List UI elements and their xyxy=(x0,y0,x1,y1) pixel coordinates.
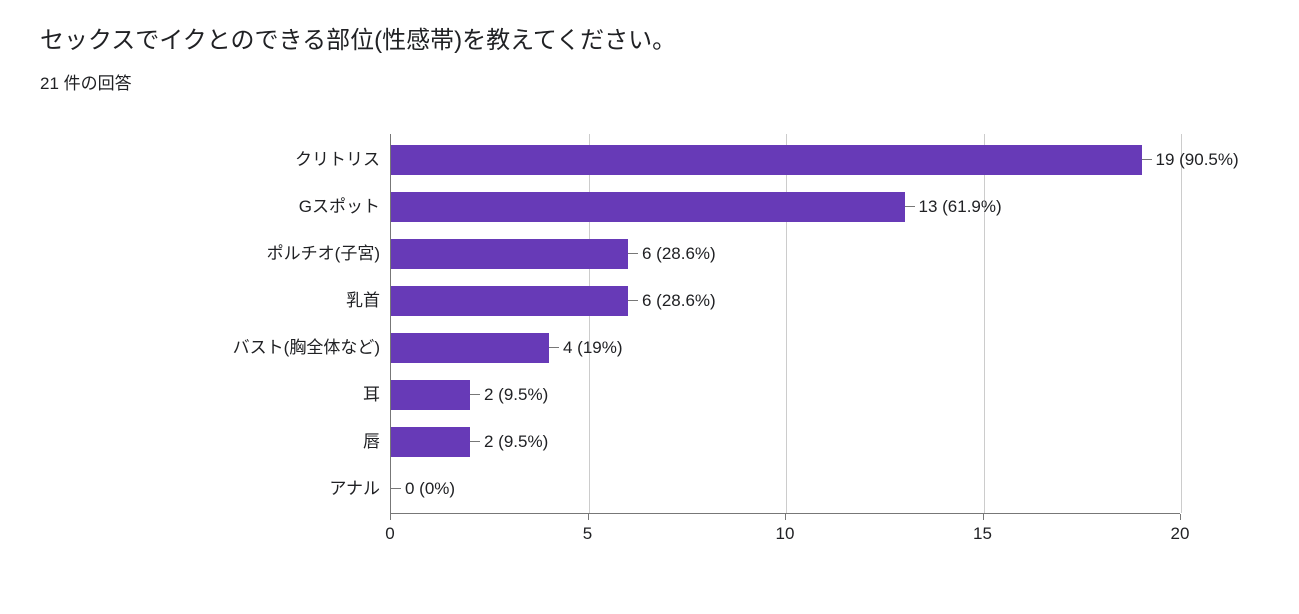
plot-region: 19 (90.5%)13 (61.9%)6 (28.6%)6 (28.6%)4 … xyxy=(390,134,1180,514)
chart-area: 19 (90.5%)13 (61.9%)6 (28.6%)6 (28.6%)4 … xyxy=(340,134,1180,554)
bar-row: 4 (19%) xyxy=(391,333,623,363)
x-tick xyxy=(785,514,786,520)
bar xyxy=(391,380,470,410)
bar-value-label: 0 (0%) xyxy=(405,479,455,499)
x-axis-label: 10 xyxy=(776,524,795,544)
x-axis-label: 20 xyxy=(1171,524,1190,544)
bar-value-label: 6 (28.6%) xyxy=(642,291,716,311)
x-tick xyxy=(390,514,391,520)
category-label: 耳 xyxy=(80,380,380,410)
x-tick xyxy=(983,514,984,520)
chart-container: セックスでイクとのできる部位(性感帯)を教えてください。 21 件の回答 19 … xyxy=(0,0,1299,554)
bar-row: 2 (9.5%) xyxy=(391,427,548,457)
bar-value-label: 4 (19%) xyxy=(563,338,623,358)
category-label: アナル xyxy=(80,474,380,504)
category-label: ポルチオ(子宮) xyxy=(80,239,380,269)
category-label: Gスポット xyxy=(80,192,380,222)
bar-value-tick xyxy=(470,394,480,395)
bar xyxy=(391,333,549,363)
bar-value-tick xyxy=(549,347,559,348)
bar xyxy=(391,427,470,457)
bar-value-label: 13 (61.9%) xyxy=(919,197,1002,217)
bar-row: 6 (28.6%) xyxy=(391,239,716,269)
bar-value-tick xyxy=(470,441,480,442)
bar-row: 19 (90.5%) xyxy=(391,145,1239,175)
category-label: 唇 xyxy=(80,427,380,457)
x-axis-label: 15 xyxy=(973,524,992,544)
x-tick xyxy=(1180,514,1181,520)
bar-row: 13 (61.9%) xyxy=(391,192,1002,222)
bar-row: 0 (0%) xyxy=(391,474,455,504)
grid-line xyxy=(1181,134,1182,513)
bar-row: 6 (28.6%) xyxy=(391,286,716,316)
x-axis-label: 5 xyxy=(583,524,592,544)
bar-value-tick xyxy=(905,206,915,207)
bar-value-tick xyxy=(391,488,401,489)
chart-title: セックスでイクとのできる部位(性感帯)を教えてください。 xyxy=(40,20,1259,55)
category-label: バスト(胸全体など) xyxy=(80,333,380,363)
chart-subtitle: 21 件の回答 xyxy=(40,69,1259,94)
bar-value-label: 2 (9.5%) xyxy=(484,432,548,452)
bar-value-tick xyxy=(628,300,638,301)
x-axis-label: 0 xyxy=(385,524,394,544)
category-label: 乳首 xyxy=(80,286,380,316)
bar-row: 2 (9.5%) xyxy=(391,380,548,410)
x-tick xyxy=(588,514,589,520)
bar-value-label: 2 (9.5%) xyxy=(484,385,548,405)
bar xyxy=(391,192,905,222)
bar-value-label: 6 (28.6%) xyxy=(642,244,716,264)
bar-value-tick xyxy=(628,253,638,254)
bar xyxy=(391,145,1142,175)
bar-value-tick xyxy=(1142,159,1152,160)
category-label: クリトリス xyxy=(80,145,380,175)
bar xyxy=(391,286,628,316)
bar-value-label: 19 (90.5%) xyxy=(1156,150,1239,170)
bar xyxy=(391,239,628,269)
